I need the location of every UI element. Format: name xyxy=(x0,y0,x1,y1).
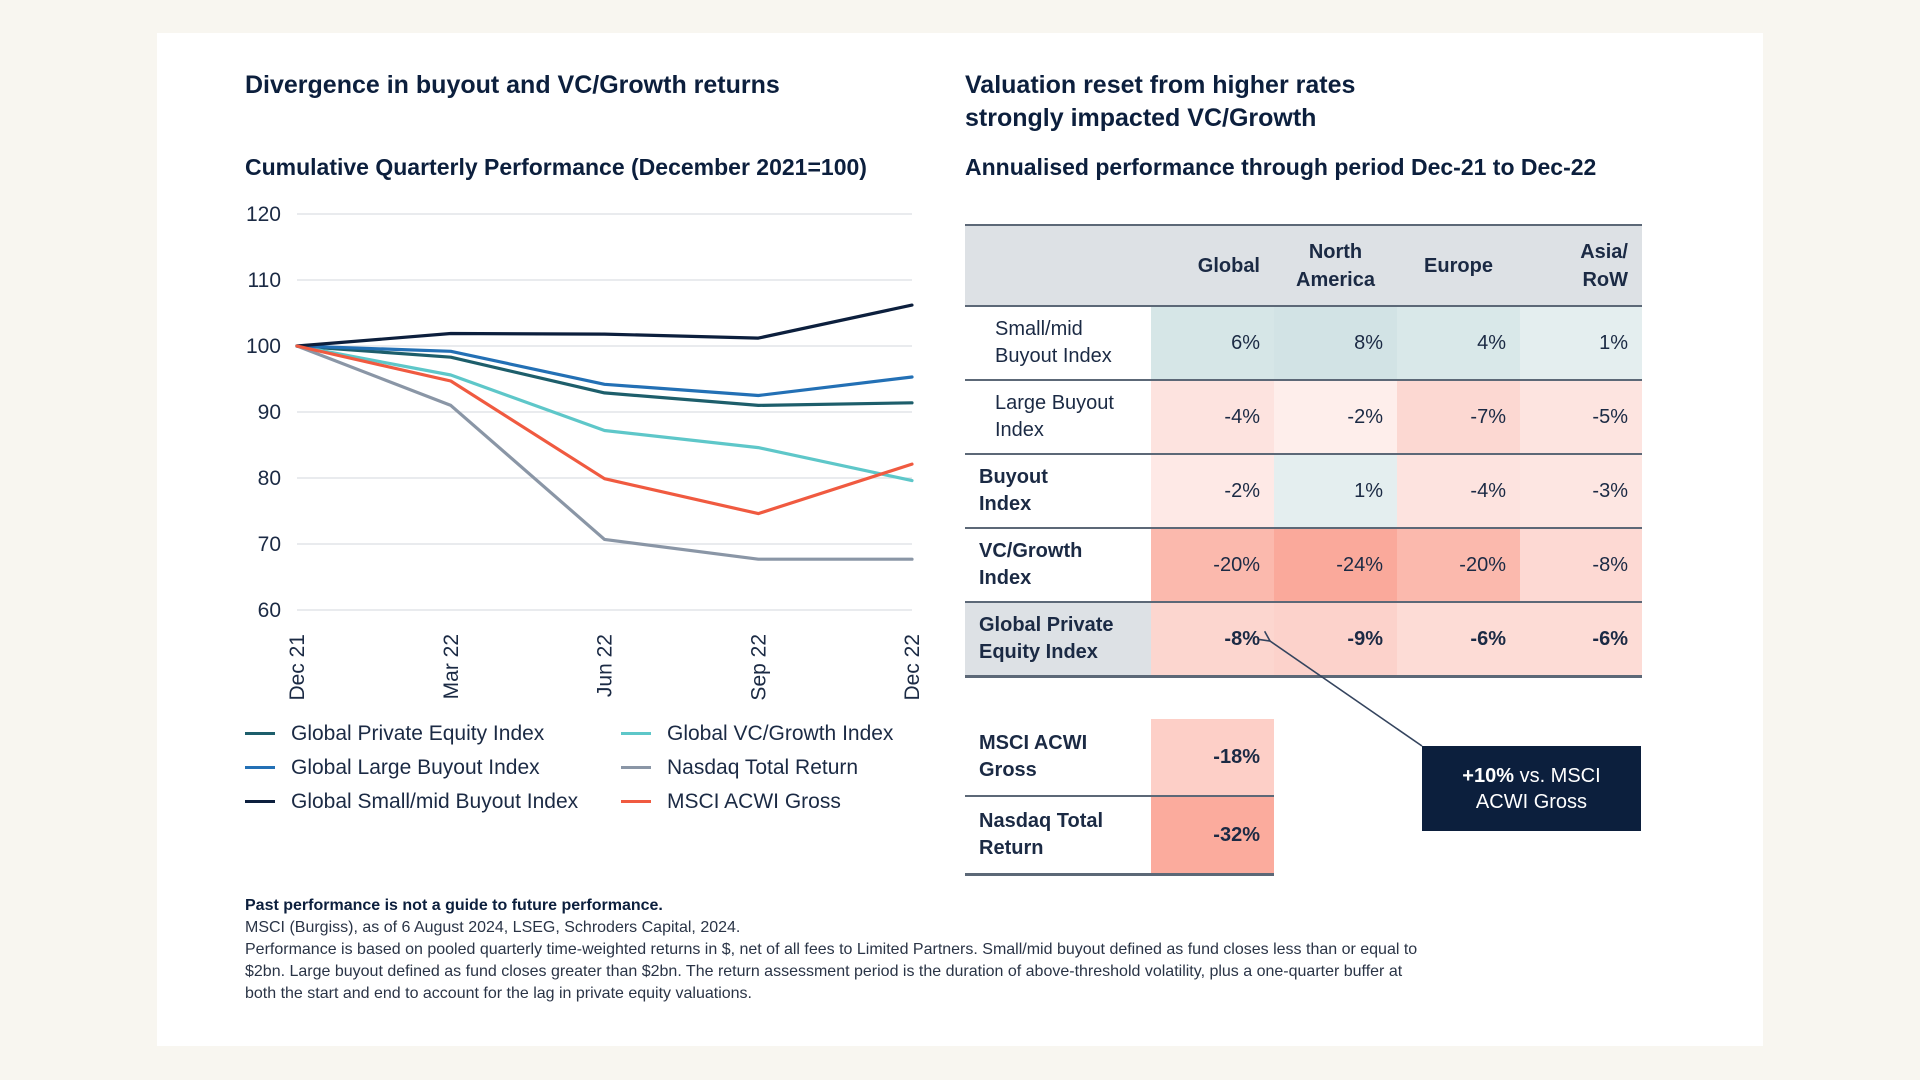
chart-legend: Global Private Equity Index Global VC/Gro… xyxy=(245,721,925,814)
table-row: Global Private Equity Index -8% -9% -6% -6% xyxy=(965,602,1642,678)
right-panel-title-line1: Valuation reset from higher rates xyxy=(965,71,1356,99)
table-row: VC/Growth Index -20% -24% -20% -8% xyxy=(965,528,1642,603)
series-line xyxy=(295,344,914,561)
benchmark-row: MSCI ACWI Gross -18% xyxy=(965,719,1274,797)
legend-swatch xyxy=(621,732,651,735)
column-header-global: Global xyxy=(1151,224,1274,307)
y-tick-label: 100 xyxy=(246,335,281,358)
benchmark-row: Nasdaq Total Return -32% xyxy=(965,796,1274,876)
legend-entry: Global Private Equity Index xyxy=(245,721,621,746)
table-cell: -20% xyxy=(1397,528,1520,603)
series-line xyxy=(295,344,914,407)
table-row: Large Buyout Index -4% -2% -7% -5% xyxy=(965,380,1642,455)
source-note: MSCI (Burgiss), as of 6 August 2024, LSE… xyxy=(245,919,741,936)
header-blank-cell xyxy=(965,224,1151,307)
chart-subtitle: Cumulative Quarterly Performance (Decemb… xyxy=(245,154,867,180)
table-cell: -2% xyxy=(1274,380,1397,455)
left-panel-title: Divergence in buyout and VC/Growth retur… xyxy=(245,71,780,99)
row-label: Small/mid Buyout Index xyxy=(965,306,1151,381)
callout-arrow xyxy=(157,33,1423,747)
legend-entry: Global Large Buyout Index xyxy=(245,755,621,780)
table-cell: -24% xyxy=(1274,528,1397,603)
table-cell: -6% xyxy=(1397,602,1520,678)
report-card: Divergence in buyout and VC/Growth retur… xyxy=(157,33,1763,1046)
callout-box: +10% vs. MSCI ACWI Gross xyxy=(1422,746,1641,831)
table-cell: 1% xyxy=(1520,306,1642,381)
legend-label: Global Small/mid Buyout Index xyxy=(291,789,579,813)
y-tick-label: 120 xyxy=(246,203,281,226)
methodology-note-line1: Performance is based on pooled quarterly… xyxy=(245,941,1418,958)
legend-swatch xyxy=(245,766,275,769)
table-cell: -4% xyxy=(1151,380,1274,455)
legend-entry: Nasdaq Total Return xyxy=(621,755,921,780)
y-tick-label: 110 xyxy=(248,269,281,292)
table-cell: -7% xyxy=(1397,380,1520,455)
y-tick-label: 80 xyxy=(258,467,281,490)
line-chart: 60 70 80 90 100 110 120 Dec 21 Mar 22 Jun 22 Sep 2… xyxy=(246,203,924,701)
table-cell: -8% xyxy=(1520,528,1642,603)
x-tick-label: Sep 22 xyxy=(747,634,770,701)
disclaimer: Past performance is not a guide to futur… xyxy=(245,897,663,914)
callout-text-line2: ACWI Gross xyxy=(1475,790,1588,813)
legend-swatch xyxy=(245,800,275,803)
row-label: VC/Growth Index xyxy=(965,528,1151,603)
legend-swatch xyxy=(245,732,275,735)
callout-text: vs. MSCI xyxy=(1514,764,1601,787)
table-header-row: Global North America Europe Asia/RoW xyxy=(965,224,1642,307)
table-cell: -8% xyxy=(1151,602,1274,678)
benchmark-value: -32% xyxy=(1151,796,1274,876)
table-cell: -4% xyxy=(1397,454,1520,529)
benchmark-label: Nasdaq Total Return xyxy=(965,796,1151,876)
x-tick-label: Dec 22 xyxy=(901,634,924,701)
methodology-note-line2: $2bn. Large buyout defined as fund close… xyxy=(245,963,1403,980)
table-row: Buyout Index -2% 1% -4% -3% xyxy=(965,454,1642,529)
series-line xyxy=(295,344,914,398)
legend-label: Global VC/Growth Index xyxy=(667,721,894,745)
table-cell: 6% xyxy=(1151,306,1274,381)
legend-label: Global Private Equity Index xyxy=(291,721,545,745)
table-cell: -5% xyxy=(1520,380,1642,455)
legend-entry: Global Small/mid Buyout Index xyxy=(245,789,621,814)
legend-label: Nasdaq Total Return xyxy=(667,755,859,779)
legend-entry: Global VC/Growth Index xyxy=(621,721,921,746)
table-cell: -20% xyxy=(1151,528,1274,603)
series-line xyxy=(295,303,914,348)
legend-entry: MSCI ACWI Gross xyxy=(621,789,921,814)
y-tick-label: 90 xyxy=(258,401,281,424)
callout-highlight: +10% xyxy=(1462,764,1515,787)
table-cell: -6% xyxy=(1520,602,1642,678)
benchmark-table: MSCI ACWI Gross -18% Nasdaq Total Return -32% xyxy=(965,719,1274,876)
table-cell: -9% xyxy=(1274,602,1397,678)
table-row: Small/mid Buyout Index 6% 8% 4% 1% xyxy=(965,306,1642,381)
benchmark-label: MSCI ACWI Gross xyxy=(965,719,1151,797)
column-header-europe: Europe xyxy=(1397,224,1520,307)
series-line xyxy=(295,344,914,516)
x-tick-label: Mar 22 xyxy=(440,634,463,699)
table-cell: 8% xyxy=(1274,306,1397,381)
row-label: Large Buyout Index xyxy=(965,380,1151,455)
benchmark-value: -18% xyxy=(1151,719,1274,797)
legend-label: MSCI ACWI Gross xyxy=(667,789,841,813)
table-cell: 1% xyxy=(1274,454,1397,529)
performance-table: Global North America Europe Asia/RoW Smal… xyxy=(965,224,1642,678)
row-label: Global Private Equity Index xyxy=(965,602,1151,678)
y-tick-label: 60 xyxy=(258,599,281,622)
table-cell: -2% xyxy=(1151,454,1274,529)
table-cell: 4% xyxy=(1397,306,1520,381)
legend-label: Global Large Buyout Index xyxy=(291,755,540,779)
legend-swatch xyxy=(621,766,651,769)
column-header-asia-row: Asia/RoW xyxy=(1520,224,1642,307)
x-tick-label: Dec 21 xyxy=(286,634,309,701)
legend-swatch xyxy=(621,800,651,803)
x-tick-label: Jun 22 xyxy=(594,634,617,697)
table-cell: -3% xyxy=(1520,454,1642,529)
row-label: Buyout Index xyxy=(965,454,1151,529)
series-line xyxy=(295,344,914,483)
methodology-note-line3: both the start and end to account for th… xyxy=(245,985,752,1002)
footnotes: Past performance is not a guide to futur… xyxy=(245,895,1685,1005)
y-tick-label: 70 xyxy=(258,533,281,556)
table-subtitle: Annualised performance through period De… xyxy=(965,154,1597,180)
column-header-north-america: North America xyxy=(1274,224,1397,307)
right-panel-title-line2: strongly impacted VC/Growth xyxy=(965,104,1317,132)
